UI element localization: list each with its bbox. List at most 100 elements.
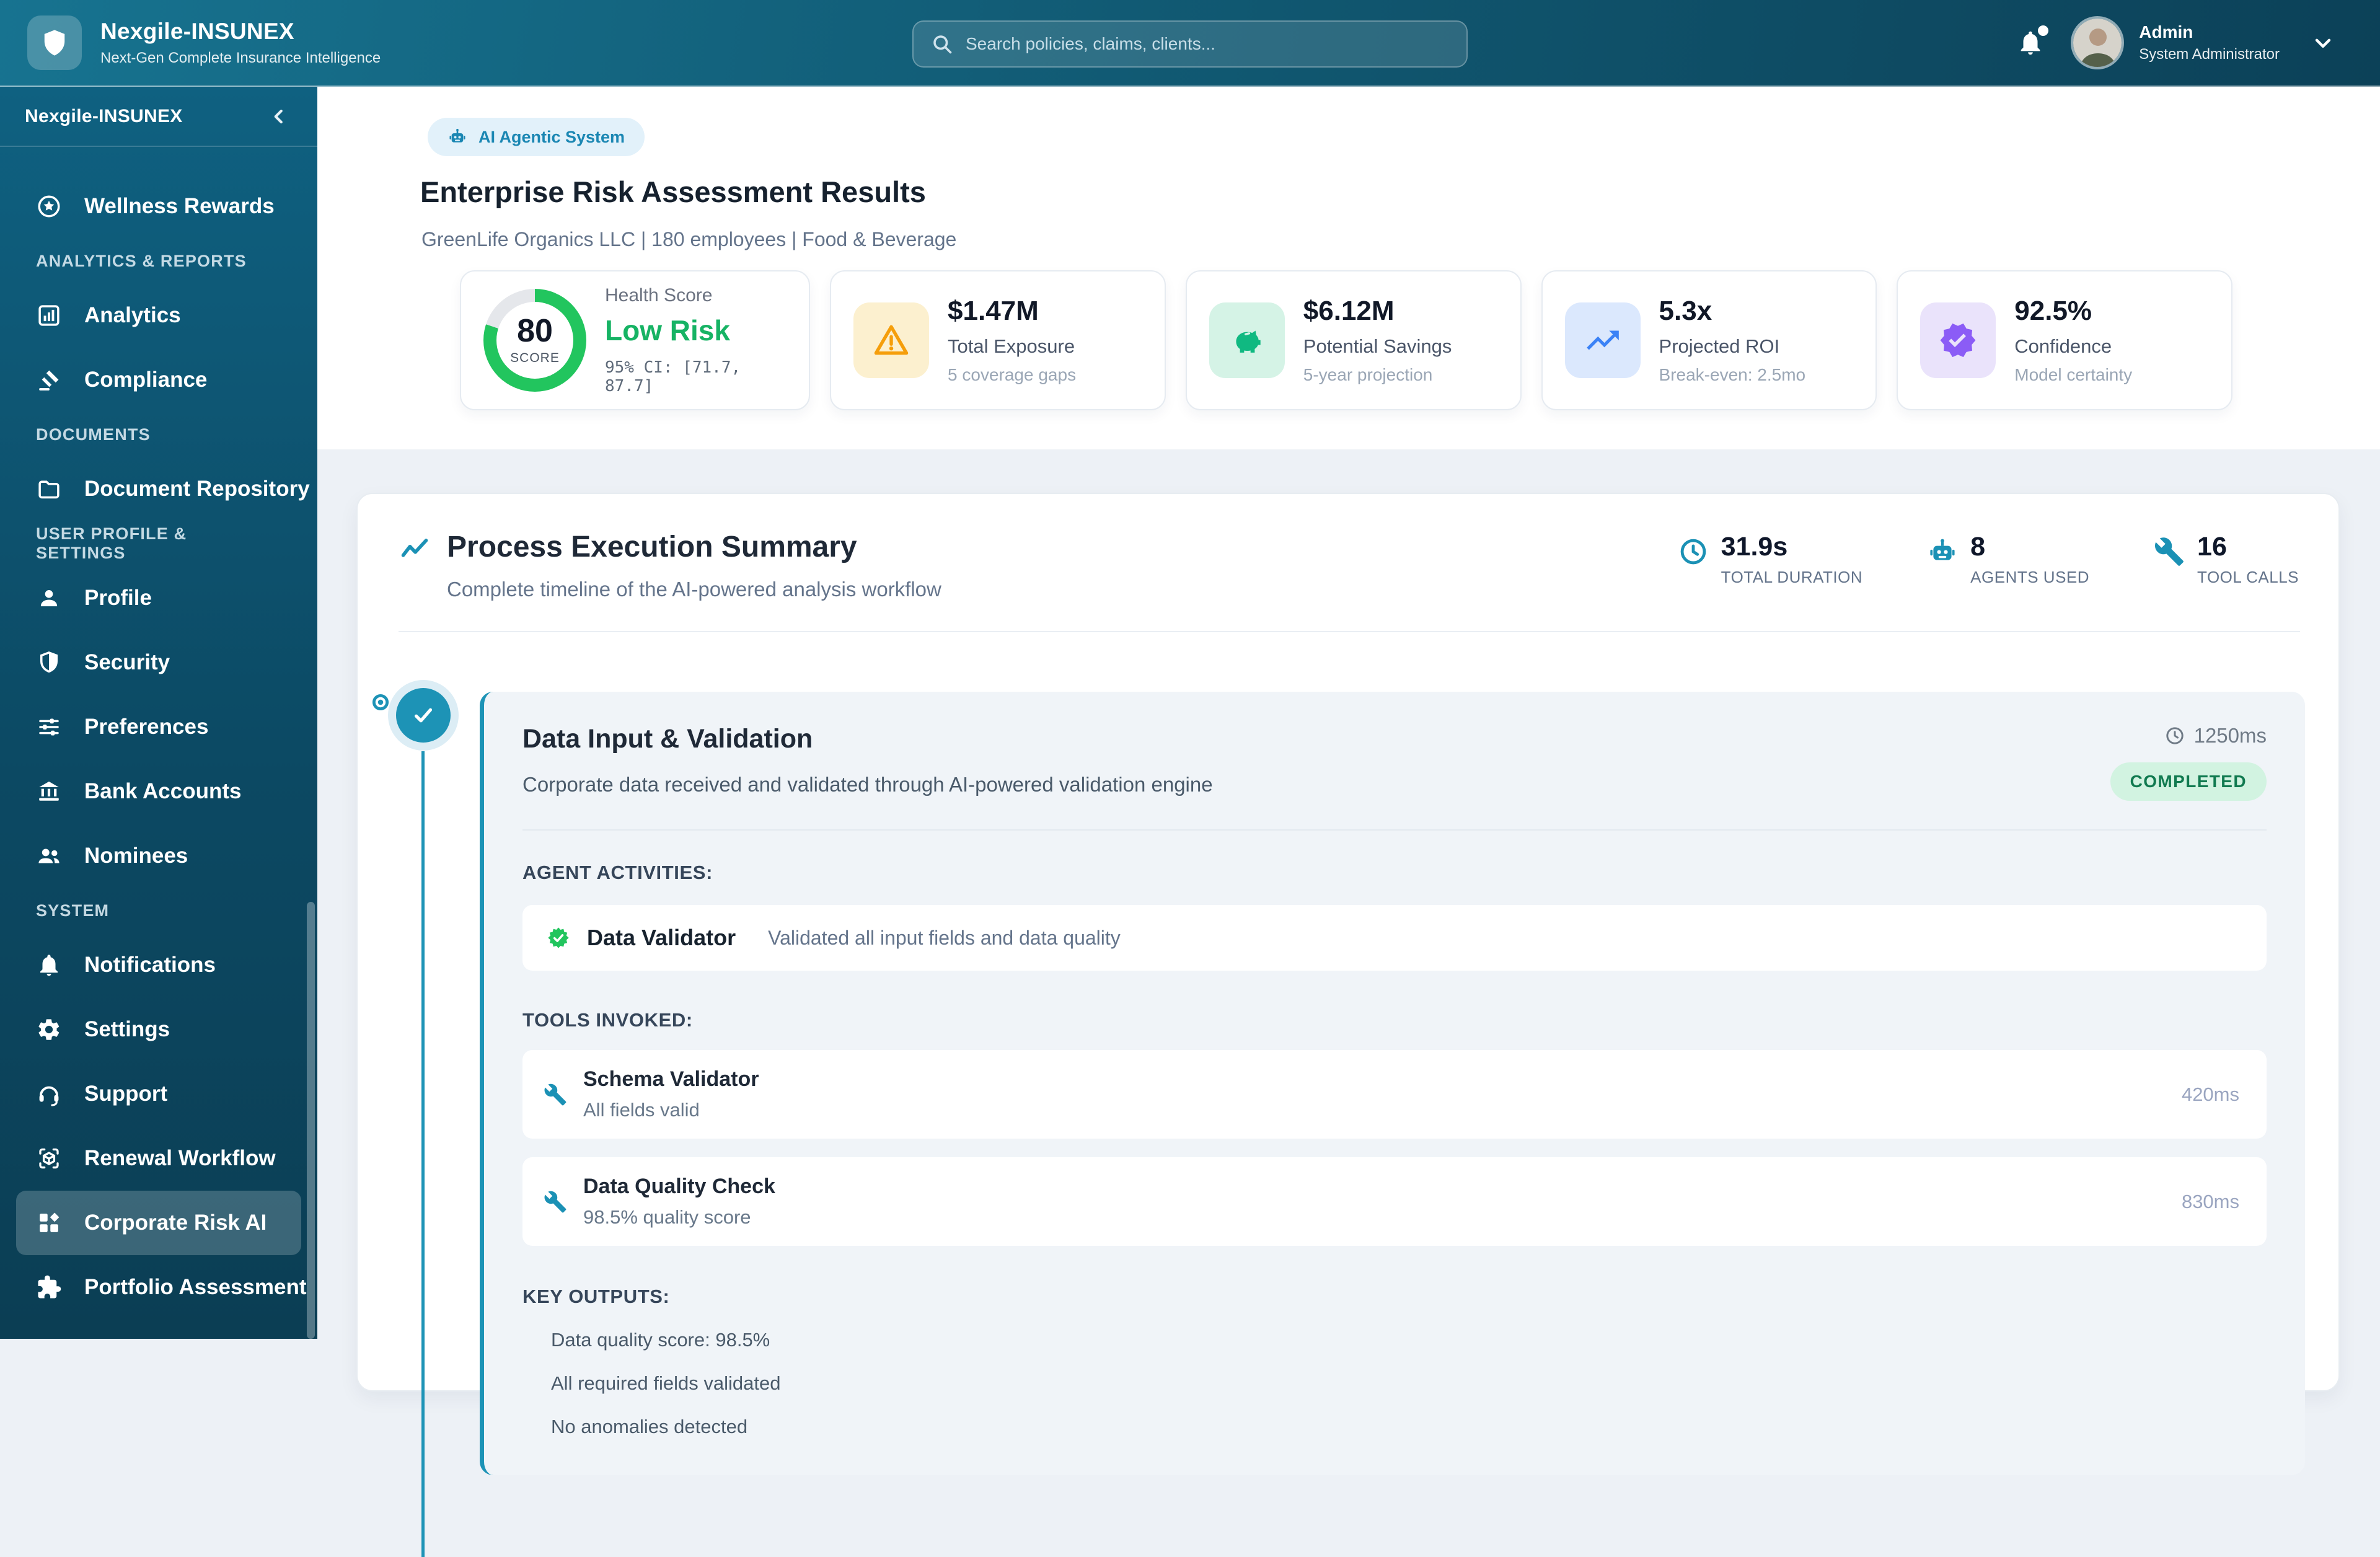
stat-cards-row: 80 SCORE Health Score Low Risk 95% CI: [… (460, 270, 2233, 410)
sidebar-item-label: Support (84, 1082, 168, 1106)
step-title: Data Input & Validation (522, 724, 813, 754)
stat-label: Potential Savings (1303, 335, 1452, 357)
tool-duration: 420ms (2181, 1083, 2239, 1105)
sidebar-item-profile[interactable]: Profile (16, 566, 301, 630)
risk-level-value: Low Risk (605, 314, 730, 346)
seal-check-icon (546, 925, 571, 950)
sidebar-item-settings[interactable]: Settings (16, 997, 301, 1062)
sidebar-item-label: Bank Accounts (84, 779, 242, 803)
notification-dot (2038, 25, 2049, 36)
app-logo (27, 15, 82, 70)
users-icon (36, 843, 62, 869)
stat-card-potential-savings: $6.12M Potential Savings 5-year projecti… (1185, 270, 1522, 410)
app-title: Nexgile-INSUNEX (100, 19, 294, 44)
sidebar-item-renewal-workflow[interactable]: Renewal Workflow (16, 1126, 301, 1191)
chevron-down-icon (2311, 30, 2335, 55)
shield-half-icon (36, 650, 62, 676)
status-badge: COMPLETED (2110, 762, 2267, 801)
sidebar-item-label: Settings (84, 1017, 170, 1041)
stat-value: 5.3x (1659, 296, 1712, 326)
stat-card-health-score: 80 SCORE Health Score Low Risk 95% CI: [… (460, 270, 811, 410)
stat-card-projected-roi: 5.3x Projected ROI Break-even: 2.5mo (1541, 270, 1877, 410)
sidebar-item-label: Compliance (84, 368, 208, 392)
metric-label: TOOL CALLS (2197, 568, 2299, 586)
sidebar-item-corporate-risk-ai[interactable]: Corporate Risk AI (16, 1191, 301, 1255)
sidebar-item-nominees[interactable]: Nominees (16, 824, 301, 888)
sidebar-item-security[interactable]: Security (16, 630, 301, 695)
shield-logo-icon (38, 27, 71, 59)
main-content: AI Agentic System Enterprise Risk Assess… (317, 87, 2380, 1557)
sidebar-collapse-button[interactable] (265, 103, 293, 130)
metric-tool-calls: 16 TOOL CALLS (2154, 534, 2299, 601)
step-duration: 1250ms (2164, 724, 2267, 748)
sidebar-item-portfolio-assessment[interactable]: Portfolio Assessment (16, 1255, 307, 1320)
bell-icon (36, 952, 62, 978)
tool-result: 98.5% quality score (583, 1206, 751, 1228)
stat-sub: 5 coverage gaps (948, 365, 1077, 384)
global-search[interactable] (912, 20, 1468, 68)
wrench-icon (544, 1083, 567, 1106)
sidebar-title: Nexgile-INSUNEX (25, 105, 183, 126)
agent-description: Validated all input fields and data qual… (768, 926, 1121, 949)
sidebar-item-notifications[interactable]: Notifications (16, 933, 301, 997)
star-circle-icon (36, 193, 62, 219)
step-card-data-input-validation: Data Input & Validation Corporate data r… (480, 692, 2305, 1475)
sidebar-item-label: Document Repository (84, 477, 310, 501)
sidebar-item-label: Renewal Workflow (84, 1146, 276, 1170)
search-input[interactable] (966, 34, 1449, 54)
wrench-icon (544, 1190, 567, 1214)
page-hero: AI Agentic System Enterprise Risk Assess… (317, 87, 2380, 449)
sidebar-item-wellness-rewards[interactable]: Wellness Rewards (16, 174, 301, 239)
stat-value: $6.12M (1303, 296, 1395, 326)
stat-sub: Model certainty (2014, 365, 2133, 384)
tools-invoked-label: TOOLS INVOKED: (522, 1009, 693, 1031)
sidebar-item-support[interactable]: Support (16, 1062, 301, 1126)
tool-name: Schema Validator (583, 1067, 759, 1091)
piggy-bank-icon (1209, 302, 1285, 378)
timeline-connector-line (421, 751, 425, 1557)
bank-icon (36, 778, 62, 805)
user-role: System Administrator (2139, 46, 2280, 63)
metric-value: 16 (2197, 532, 2227, 562)
process-execution-card: Process Execution Summary Complete timel… (356, 493, 2340, 1557)
sidebar-item-bank-accounts[interactable]: Bank Accounts (16, 759, 301, 824)
health-score-value: 80 (517, 313, 553, 349)
metric-total-duration: 31.9s TOTAL DURATION (1678, 534, 1863, 601)
gear-icon (36, 1017, 62, 1043)
stat-sub: Break-even: 2.5mo (1659, 365, 1806, 384)
sidebar-item-document-repository[interactable]: Document Repository (16, 457, 310, 521)
step-duration-value: 1250ms (2193, 724, 2267, 747)
stat-card-total-exposure: $1.47M Total Exposure 5 coverage gaps (830, 270, 1166, 410)
line-chart-icon (399, 532, 431, 565)
sidebar-item-label: Wellness Rewards (84, 194, 275, 218)
output-item: No anomalies detected (551, 1416, 748, 1437)
stat-label: Confidence (2014, 335, 2112, 357)
agent-activities-label: AGENT ACTIVITIES: (522, 862, 713, 883)
stat-value: $1.47M (948, 296, 1039, 326)
headset-icon (36, 1081, 62, 1107)
user-menu[interactable]: Admin System Administrator (2071, 16, 2335, 69)
folder-icon (36, 476, 62, 502)
page-subtitle: GreenLife Organics LLC | 180 employees |… (421, 228, 957, 250)
process-subtitle: Complete timeline of the AI-powered anal… (447, 578, 941, 601)
sidebar-item-preferences[interactable]: Preferences (16, 695, 301, 759)
tool-row-schema-validator: Schema Validator All fields valid 420ms (522, 1050, 2267, 1139)
output-item: Data quality score: 98.5% (551, 1329, 770, 1351)
robot-icon (1927, 536, 1958, 567)
sidebar: Nexgile-INSUNEX Wellness Rewards ANALYTI… (0, 87, 317, 1339)
sidebar-scrollbar-thumb[interactable] (307, 902, 315, 1339)
notifications-button[interactable] (2016, 25, 2049, 58)
ai-agentic-system-badge: AI Agentic System (428, 118, 645, 156)
warning-triangle-icon (853, 302, 930, 378)
trending-up-icon (1564, 302, 1641, 378)
clock-icon (1678, 536, 1709, 567)
stat-sub: 5-year projection (1303, 365, 1433, 384)
sidebar-item-label: Security (84, 650, 170, 674)
sidebar-section-documents: DOCUMENTS (36, 425, 151, 444)
sidebar-item-compliance[interactable]: Compliance (16, 348, 301, 412)
stat-value: 92.5% (2014, 296, 2092, 326)
app-subtitle: Next-Gen Complete Insurance Intelligence (100, 50, 381, 66)
sidebar-nav: Wellness Rewards ANALYTICS & REPORTS Ana… (0, 147, 317, 1320)
sidebar-item-analytics[interactable]: Analytics (16, 283, 301, 348)
search-icon (931, 33, 953, 55)
